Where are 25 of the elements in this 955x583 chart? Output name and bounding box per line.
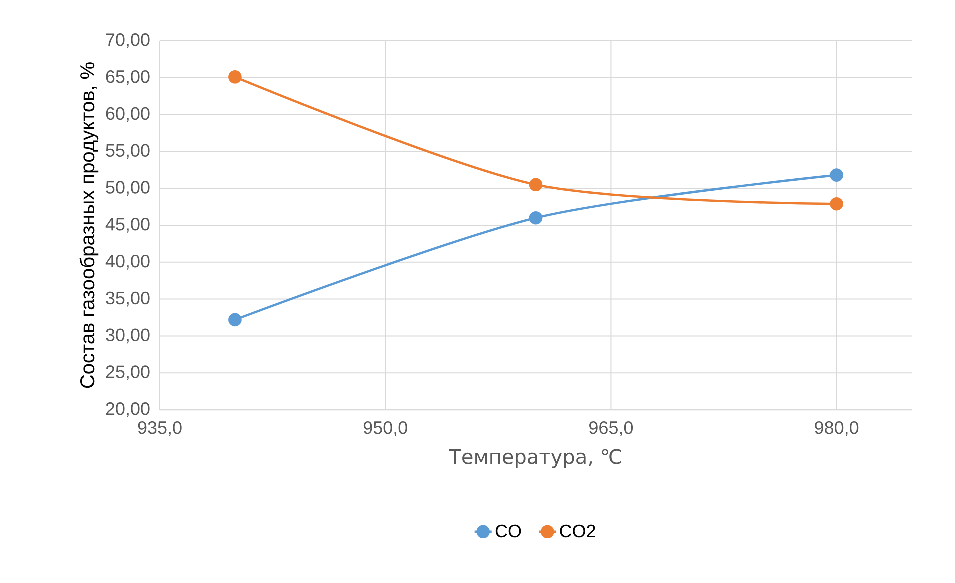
point (228, 313, 242, 327)
point (529, 211, 543, 225)
point (830, 197, 844, 211)
y-tick-label: 20,00 (106, 402, 150, 418)
point (529, 178, 543, 192)
y-tick-label: 60,00 (106, 107, 150, 122)
y-tick-label: 25,00 (106, 366, 150, 381)
x-tick-label: 980,0 (815, 422, 859, 436)
y-tick-label: 70,00 (106, 34, 150, 48)
x-tick-label: 950,0 (364, 422, 408, 436)
y-tick-label: 35,00 (106, 292, 150, 307)
point (228, 70, 242, 84)
legend-label: CO (496, 524, 522, 538)
x-tick-label: 965,0 (590, 422, 634, 436)
y-tick-label: 55,00 (106, 144, 150, 160)
y-tick-label: 30,00 (106, 328, 150, 344)
y-tick-label: 50,00 (106, 181, 150, 196)
y-tick-label: 65,00 (106, 70, 150, 86)
point (830, 168, 844, 182)
y-axis-title: Состав газообразных продуктов, % (80, 62, 99, 388)
y-tick-label: 40,00 (106, 254, 150, 270)
y-tick-label: 45,00 (106, 218, 150, 233)
legend-label: CO2 (560, 524, 596, 538)
x-tick-label: 935,0 (138, 422, 182, 436)
x-axis-title: Температура, ℃ (449, 449, 622, 468)
